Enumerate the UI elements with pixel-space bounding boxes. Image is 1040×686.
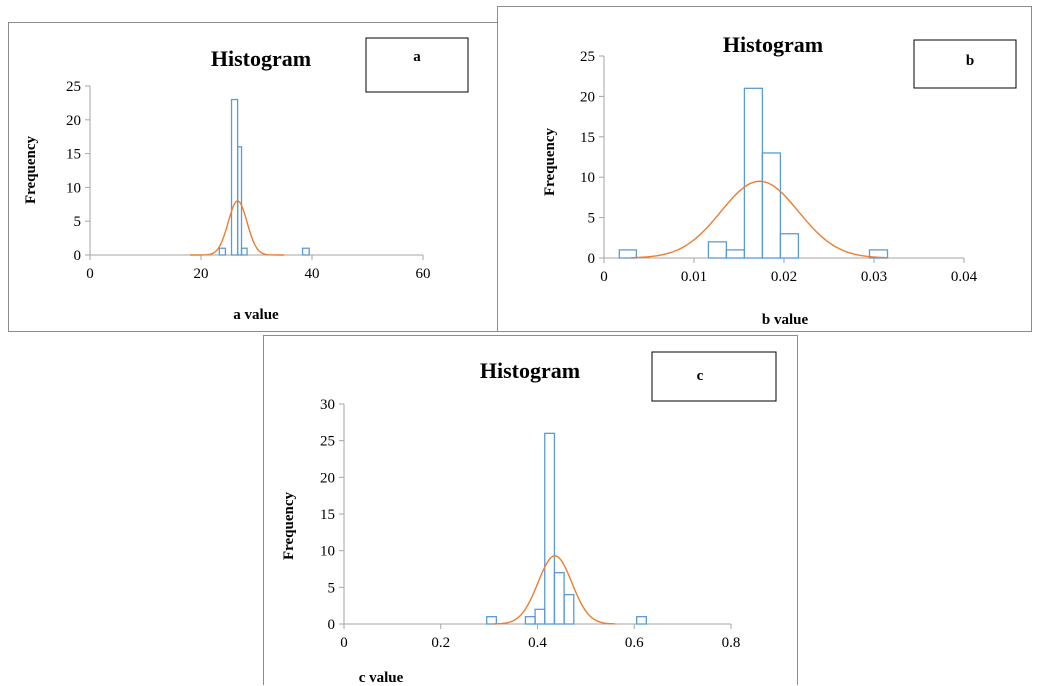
histogram-bar [486, 616, 498, 625]
histogram-bar [743, 87, 764, 259]
y-tick-label: 10 [320, 544, 335, 560]
histogram-bar [725, 249, 746, 259]
x-tick-label: 0.01 [681, 269, 707, 285]
histogram-bar [301, 247, 310, 256]
histogram-bar [707, 241, 728, 259]
panel-tag-label: c [697, 368, 704, 384]
histogram-b-svg: Histogram b b value Frequency 0 5 10 15 20 25… [542, 32, 1017, 328]
x-tick-label: 0 [86, 266, 94, 282]
y-tick-label: 20 [580, 89, 595, 105]
x-axis-label: a value [233, 307, 279, 323]
y-tick-label: 25 [580, 49, 595, 65]
x-tick-label: 0.02 [771, 269, 797, 285]
histogram-bar [534, 608, 546, 625]
y-tick-label: 15 [580, 130, 595, 146]
normal-curve [630, 180, 888, 259]
y-tick-label: 5 [588, 211, 596, 227]
y-tick-label: 20 [320, 470, 335, 486]
histogram-bar [524, 616, 536, 625]
x-tick-label: 0.6 [625, 635, 644, 651]
y-tick-label: 0 [74, 248, 82, 264]
x-tick-label: 60 [416, 266, 431, 282]
y-tick-label: 20 [66, 113, 81, 129]
y-tick-label: 30 [320, 397, 335, 413]
histogram-bar [779, 233, 800, 259]
histogram-bar [240, 247, 248, 256]
x-tick-label: 0.04 [951, 269, 978, 285]
y-axis-label: Frequency [542, 127, 558, 196]
panel-tag-label: a [413, 49, 421, 65]
histogram-bar [618, 249, 638, 259]
chart-title: Histogram [211, 46, 311, 71]
chart-title: Histogram [723, 32, 823, 57]
chart-panel-b: Histogram b b value Frequency 0 5 10 15 20 25… [497, 6, 1032, 332]
x-axis-label: b value [762, 312, 809, 328]
x-axis-label: c value [359, 670, 404, 686]
x-tick-label: 40 [305, 266, 320, 282]
y-tick-label: 15 [66, 147, 81, 163]
histogram-bar [218, 247, 227, 256]
y-tick-label: 0 [328, 617, 336, 633]
chart-title: Histogram [480, 358, 580, 383]
x-tick-label: 0.2 [431, 635, 450, 651]
x-tick-label: 0.4 [528, 635, 547, 651]
x-tick-label: 20 [194, 266, 209, 282]
x-tick-label: 0 [340, 635, 348, 651]
y-tick-label: 25 [66, 79, 81, 95]
y-tick-label: 25 [320, 434, 335, 450]
panel-tag-box [913, 39, 1017, 89]
chart-panel-c: Histogram c c value Frequency 0 5 10 15 20 25… [263, 335, 798, 686]
histogram-bar [230, 98, 239, 256]
normal-curve [189, 200, 285, 256]
y-axis-label: Frequency [23, 135, 39, 204]
x-tick-label: 0 [600, 269, 608, 285]
normal-curve [493, 555, 615, 625]
histogram-bar [761, 152, 782, 259]
y-tick-label: 15 [320, 507, 335, 523]
y-tick-label: 10 [580, 170, 595, 186]
panel-tag-box [651, 351, 777, 402]
x-tick-label: 0.03 [861, 269, 887, 285]
y-axis-label: Frequency [281, 491, 297, 560]
histogram-c-svg: Histogram c c value Frequency 0 5 10 15 20 25… [281, 351, 777, 686]
panel-tag-label: b [966, 53, 974, 69]
y-tick-label: 5 [328, 580, 336, 596]
x-tick-label: 0.8 [722, 635, 741, 651]
histogram-bar [563, 594, 575, 625]
y-tick-label: 5 [74, 214, 82, 230]
y-tick-label: 10 [66, 180, 81, 196]
histogram-a-svg: Histogram a a value Frequency 0 5 10 15 20 25… [23, 37, 469, 323]
histogram-bar [544, 432, 556, 625]
histogram-bar [553, 572, 565, 625]
histogram-bar [636, 616, 647, 625]
y-tick-label: 0 [588, 251, 596, 267]
chart-panel-a: Histogram a a value Frequency 0 5 10 15 20 25… [8, 22, 498, 332]
panel-tag-box [365, 37, 469, 93]
